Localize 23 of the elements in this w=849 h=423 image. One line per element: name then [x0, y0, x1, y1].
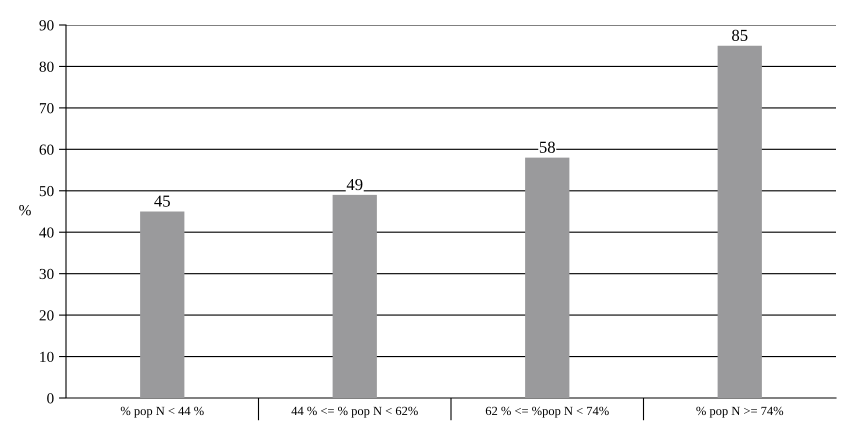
- data-label: 58: [540, 142, 555, 153]
- y-axis-title: %: [19, 205, 31, 216]
- bar: [718, 46, 762, 398]
- y-tick-label: 0: [47, 393, 54, 404]
- bar: [140, 212, 184, 398]
- data-label: 85: [732, 30, 748, 41]
- data-label: 45: [154, 196, 170, 207]
- y-tick-label: 60: [40, 144, 54, 155]
- y-tick-label: 90: [39, 20, 54, 30]
- y-tick-label: 30: [40, 268, 54, 280]
- y-tick-label: 20: [40, 310, 54, 321]
- data-label: 49: [346, 178, 362, 190]
- bar: [332, 194, 377, 398]
- x-tick-label: 62 % <= %pop N < 74%: [486, 406, 609, 418]
- y-tick-label: 40: [39, 227, 54, 238]
- y-tick-label: 70: [40, 103, 54, 114]
- y-tick-label: 10: [40, 352, 54, 362]
- x-tick-label: 44 % <= % pop N < 62%: [291, 406, 418, 418]
- y-tick-label: 80: [40, 62, 54, 72]
- y-tick-label: 50: [40, 186, 54, 196]
- x-tick-label: % pop N >= 74%: [696, 406, 784, 418]
- bar: [525, 158, 570, 398]
- x-tick-label: % pop N < 44 %: [120, 406, 204, 418]
